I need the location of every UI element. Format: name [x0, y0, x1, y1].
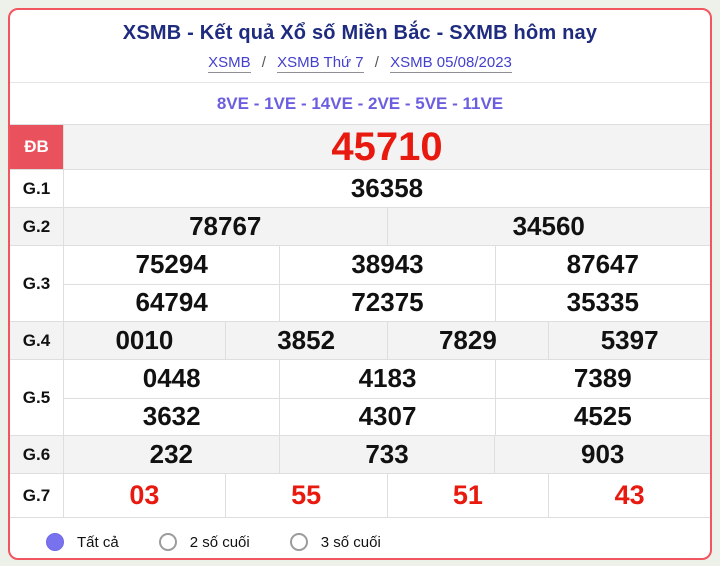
page-title: XSMB - Kết quả Xổ số Miền Bắc - SXMB hôm… — [122, 22, 598, 44]
header: XSMB - Kết quả Xổ số Miền Bắc - SXMB hôm… — [10, 10, 710, 83]
radio-selected-icon[interactable] — [46, 533, 64, 551]
table-row-g2: G.2 78767 34560 — [10, 208, 710, 246]
breadcrumb-link-xsmb-date[interactable]: XSMB 05/08/2023 — [390, 54, 512, 73]
prize-value: 4183 — [279, 360, 494, 398]
prize-value: 87647 — [494, 246, 710, 284]
prize-value: 38943 — [279, 246, 494, 284]
prize-label-g4: G.4 — [10, 322, 64, 359]
prize-value: 55 — [224, 474, 387, 517]
header-divider — [10, 82, 710, 83]
table-row-g5: G.5 0448 4183 7389 3632 4307 4525 — [10, 360, 710, 436]
breadcrumb-link-xsmb-thu-7[interactable]: XSMB Thứ 7 — [277, 54, 364, 73]
prize-value: 232 — [149, 439, 194, 469]
filter-option-all[interactable]: Tất cả — [46, 533, 119, 551]
prize-label-g3: G.3 — [10, 246, 64, 321]
prize-value: 51 — [386, 474, 549, 517]
breadcrumb: XSMB / XSMB Thứ 7 / XSMB 05/08/2023 — [10, 54, 710, 82]
table-row-g6: G.6 232 733 903 — [10, 436, 710, 474]
prize-label-g1: G.1 — [10, 170, 64, 207]
prize-value: 733 — [278, 436, 495, 473]
filter-option-label: 3 số cuối — [320, 533, 381, 551]
prize-value: 75294 — [135, 249, 208, 280]
prize-value: 3632 — [64, 397, 280, 436]
draw-codes: 8VE - 1VE - 14VE - 2VE - 5VE - 11VE — [216, 94, 504, 113]
table-row-g7: G.7 03 55 51 43 — [10, 474, 710, 518]
prize-value: 7829 — [386, 322, 549, 359]
prize-value: 4307 — [279, 397, 495, 435]
breadcrumb-separator: / — [261, 54, 266, 71]
prize-value: 35335 — [494, 283, 710, 321]
prize-value: 72375 — [279, 283, 495, 321]
prize-label-g7: G.7 — [10, 474, 64, 517]
table-row-db: ĐB 45710 — [10, 125, 710, 170]
prize-value: 78767 — [189, 211, 262, 241]
filter-option-label: Tất cả — [77, 533, 119, 551]
filter-options: Tất cả 2 số cuối 3 số cuối — [10, 518, 710, 551]
prize-value: 03 — [129, 480, 160, 510]
prize-label-g2: G.2 — [10, 208, 64, 245]
table-row-g4: G.4 0010 3852 7829 5397 — [10, 322, 710, 360]
prize-value: 903 — [494, 436, 710, 473]
prize-value: 0010 — [115, 325, 174, 355]
prize-label-g5: G.5 — [10, 360, 64, 435]
breadcrumb-separator: / — [374, 54, 379, 71]
filter-option-last-3-digits[interactable]: 3 số cuối — [289, 533, 381, 551]
prize-value: 0448 — [142, 363, 201, 394]
filter-option-label: 2 số cuối — [189, 533, 250, 551]
filter-option-last-2-digits[interactable]: 2 số cuối — [158, 533, 250, 551]
table-row-g1: G.1 36358 — [10, 170, 710, 208]
prize-value-special: 45710 — [331, 124, 443, 169]
breadcrumb-link-xsmb[interactable]: XSMB — [208, 54, 251, 73]
prize-value: 7389 — [494, 360, 710, 398]
results-table: ĐB 45710 G.1 36358 G.2 78767 34560 G.3 7… — [10, 124, 710, 518]
prize-value: 34560 — [386, 208, 711, 245]
prize-value: 4525 — [494, 397, 710, 435]
table-row-g3: G.3 75294 38943 87647 64794 72375 35335 — [10, 246, 710, 322]
lottery-result-card: XSMB - Kết quả Xổ số Miền Bắc - SXMB hôm… — [8, 8, 712, 560]
radio-unselected-icon[interactable] — [289, 533, 308, 551]
prize-value: 5397 — [548, 322, 710, 359]
prize-label-db: ĐB — [10, 125, 64, 169]
prize-value: 3852 — [224, 322, 387, 359]
prize-value: 36358 — [350, 173, 424, 203]
prize-label-g6: G.6 — [10, 436, 64, 473]
prize-value: 43 — [548, 474, 710, 517]
radio-unselected-icon[interactable] — [158, 533, 177, 551]
prize-value: 64794 — [64, 283, 280, 322]
